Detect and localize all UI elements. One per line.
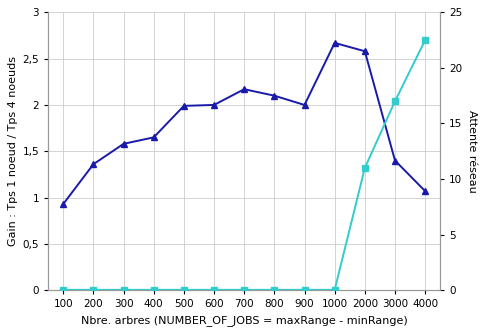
- Y-axis label: Attente réseau: Attente réseau: [466, 110, 476, 193]
- Y-axis label: Gain : Tps 1 noeud / Tps 4 noeuds: Gain : Tps 1 noeud / Tps 4 noeuds: [8, 56, 18, 246]
- X-axis label: Nbre. arbres (NUMBER_OF_JOBS = maxRange - minRange): Nbre. arbres (NUMBER_OF_JOBS = maxRange …: [81, 315, 407, 326]
